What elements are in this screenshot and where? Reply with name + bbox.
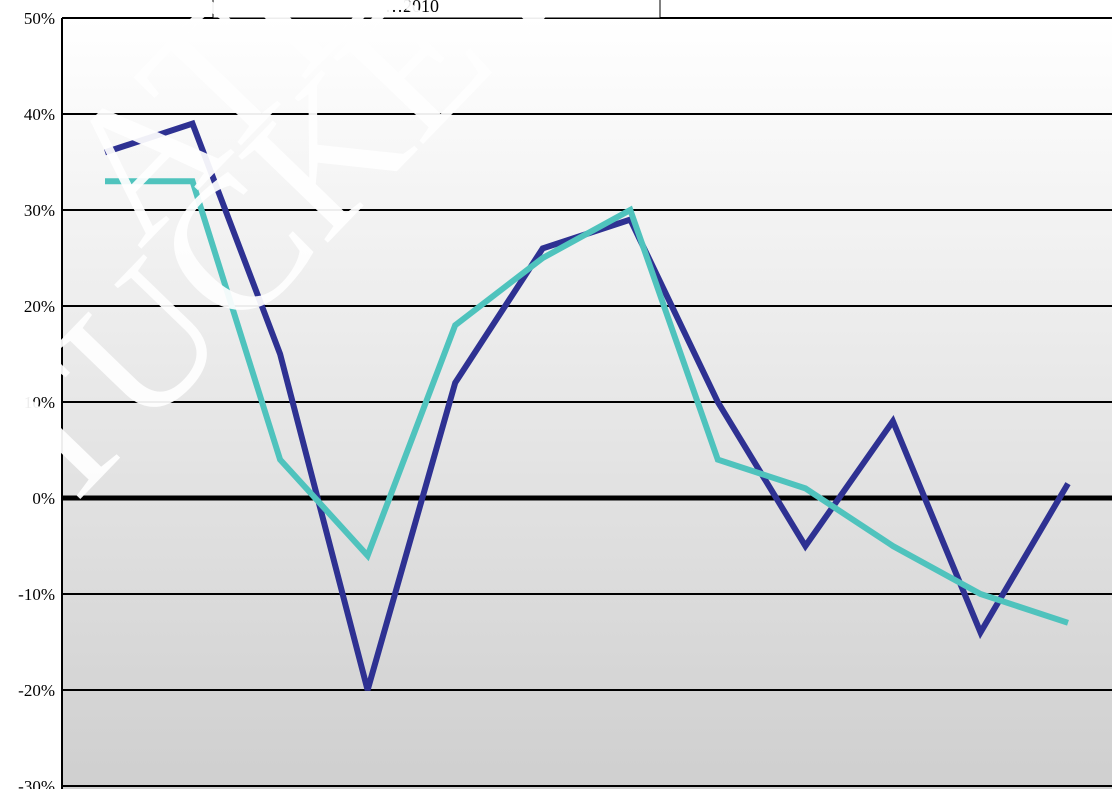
- gridlines: [62, 17, 1112, 787]
- y-tick-label: 50%: [24, 9, 55, 28]
- plot-background: [62, 18, 1112, 789]
- y-axis-tick-labels: 50% 40% 30% 20% 10% 0% -10% -20% -30%: [18, 9, 55, 794]
- series-line-2: [105, 178, 1069, 626]
- y-tick-label: 10%: [24, 393, 55, 412]
- y-tick-label: 0%: [32, 489, 55, 508]
- series-lines: [104, 119, 1071, 691]
- y-tick-label: 20%: [24, 297, 55, 316]
- y-tick-label: 40%: [24, 105, 55, 124]
- y-tick-label: -10%: [18, 585, 55, 604]
- y-tick-label: -30%: [18, 777, 55, 789]
- legend-box: …2010: [212, 0, 661, 19]
- y-tick-label: -20%: [18, 681, 55, 700]
- y-tick-label: 30%: [24, 201, 55, 220]
- legend-box-text: …2010: [385, 0, 439, 16]
